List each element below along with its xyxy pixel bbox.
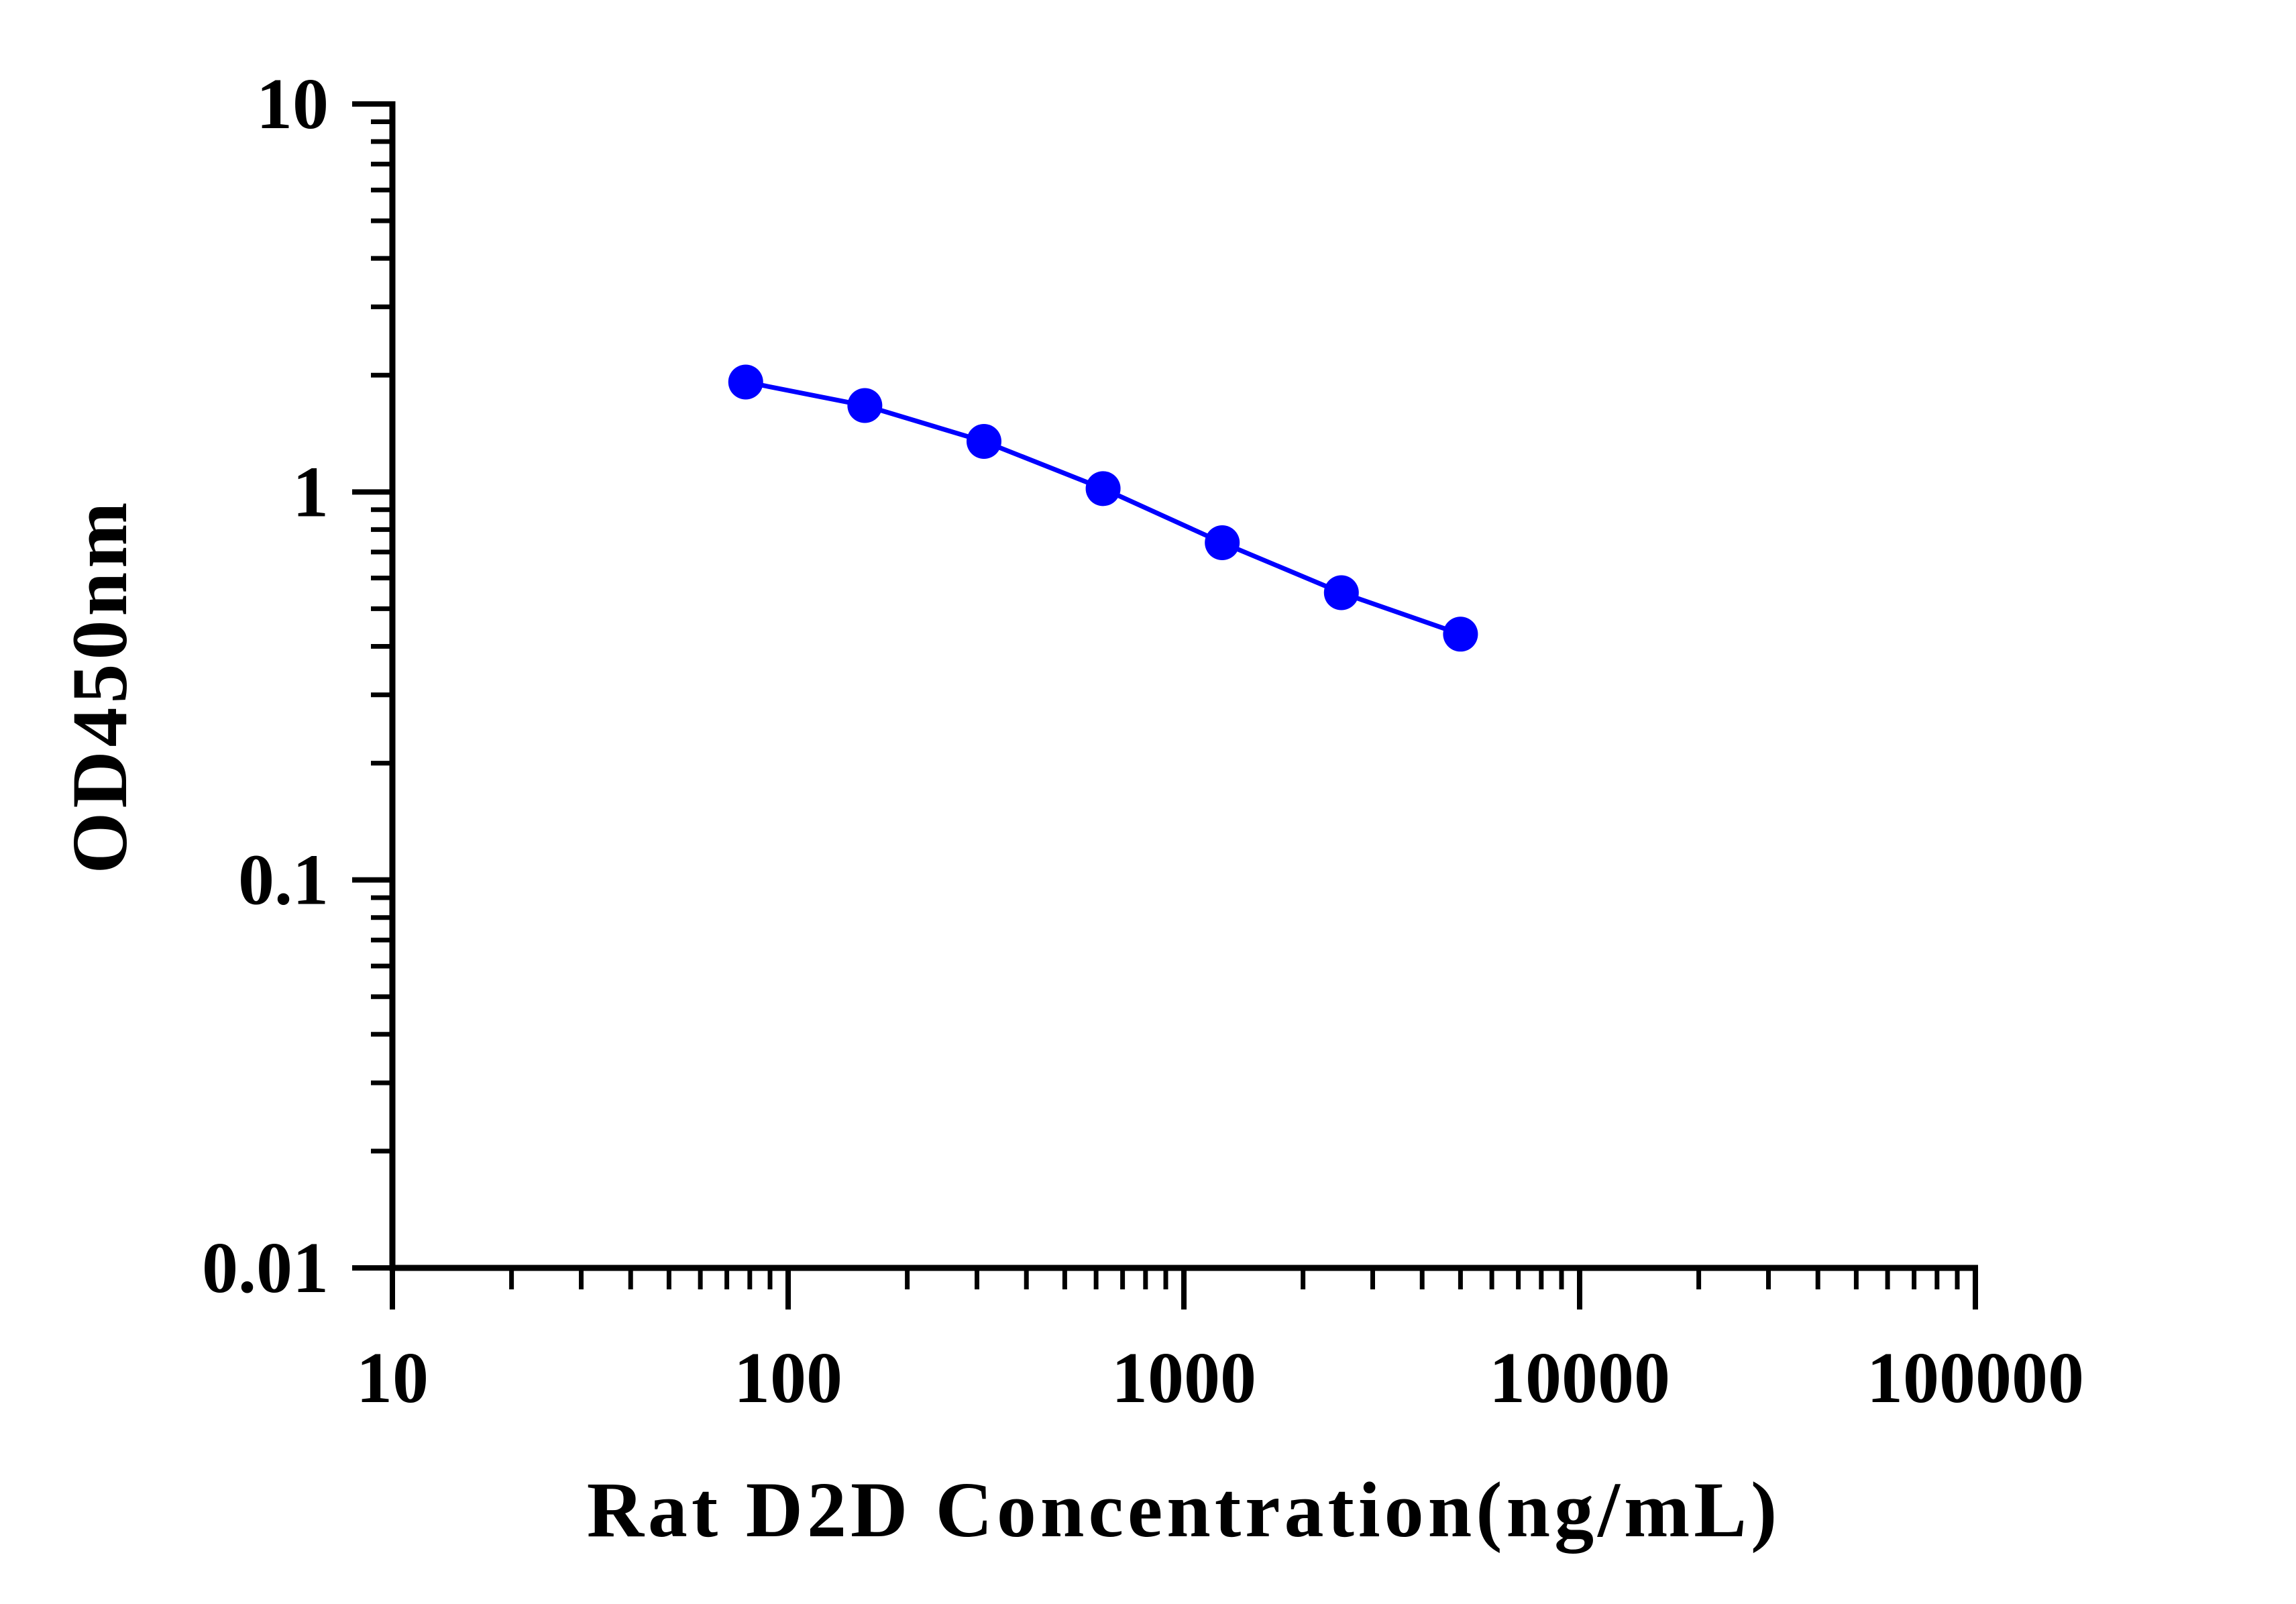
data-point — [966, 423, 1001, 459]
x-tick-label: 100000 — [1867, 1338, 2084, 1418]
y-tick-label: 10 — [256, 64, 329, 144]
data-point — [728, 364, 763, 400]
y-tick-label: 0.1 — [238, 841, 329, 920]
y-axis-title: OD450nm — [56, 498, 144, 874]
data-point — [1085, 471, 1121, 506]
y-tick-label: 1 — [292, 452, 329, 532]
data-point — [1443, 617, 1478, 652]
data-point — [1323, 575, 1359, 610]
x-tick-label: 10 — [356, 1338, 429, 1418]
data-point — [847, 388, 883, 423]
axes: 0.01 0.1 1 10 10 100 1000 10000 100000 — [202, 64, 2084, 1418]
x-axis-title: Rat D2D Concentration(ng/mL) — [587, 1466, 1782, 1554]
x-tick-label: 10000 — [1489, 1338, 1670, 1418]
x-tick-label: 100 — [734, 1338, 842, 1418]
x-tick-label: 1000 — [1111, 1338, 1256, 1418]
series-layer — [728, 364, 1478, 652]
y-tick-label: 0.01 — [202, 1228, 329, 1308]
data-point — [1205, 525, 1240, 560]
